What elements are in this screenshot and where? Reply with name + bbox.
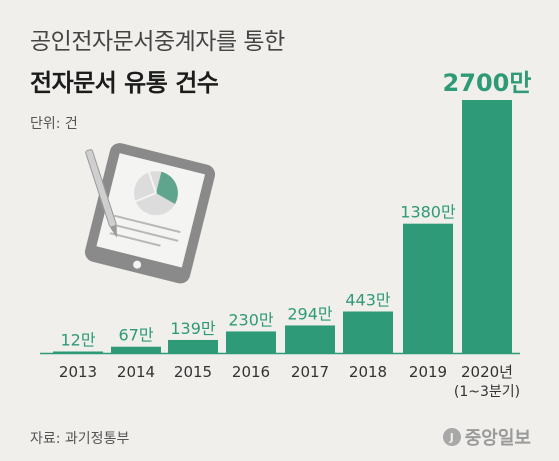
bar-2018	[343, 311, 393, 353]
bar-2016	[226, 331, 276, 353]
value-label: 67만	[118, 326, 153, 345]
x-tick-label: 2016	[232, 363, 270, 381]
chart-title-line2: 전자문서 유통 건수	[30, 69, 219, 97]
x-tick-label: 2018	[349, 363, 387, 381]
x-tick-label: 2015	[174, 363, 212, 381]
x-tick-sublabel: (1~3분기)	[454, 384, 520, 400]
value-label: 294만	[287, 304, 333, 323]
value-label: 230만	[228, 310, 274, 329]
value-label: 139만	[170, 319, 216, 338]
x-tick-label: 2019	[409, 363, 447, 381]
bar-2019	[403, 223, 453, 353]
tablet-illustration-icon	[84, 143, 216, 284]
value-label: 1380만	[400, 203, 456, 222]
x-tick-label: 2020년	[461, 363, 513, 381]
bar-2020	[462, 100, 512, 353]
bar-2014	[111, 346, 161, 353]
source-label: 자료: 과기정통부	[30, 431, 130, 447]
chart-title-line1: 공인전자문서중계자를 통한	[30, 29, 285, 55]
bar-2015	[168, 339, 218, 353]
x-tick-label: 2013	[59, 363, 97, 381]
bar-2013	[53, 351, 103, 353]
bar-2017	[285, 325, 335, 353]
value-label: 12만	[60, 331, 95, 350]
publisher-logo-text: 중앙일보	[464, 428, 531, 449]
unit-label: 단위: 건	[30, 116, 78, 132]
publisher-logo: J 중앙일보	[442, 424, 531, 450]
value-label: 443만	[345, 290, 391, 309]
x-tick-label: 2014	[117, 363, 155, 381]
x-tick-label: 2017	[291, 363, 329, 381]
joongang-logo-icon: J	[442, 428, 461, 446]
value-label: 2700만	[443, 69, 532, 97]
